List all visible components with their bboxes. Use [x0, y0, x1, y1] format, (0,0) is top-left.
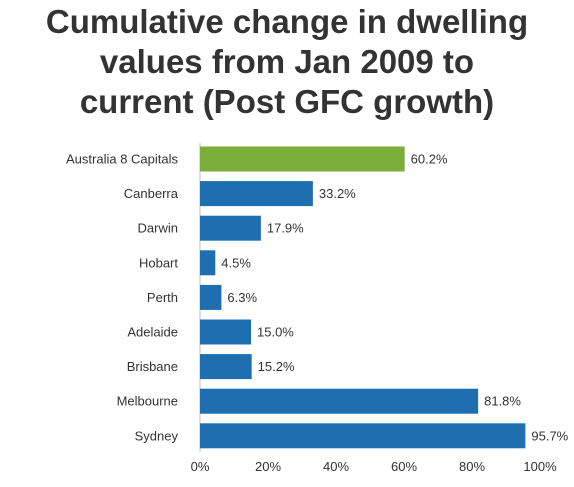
chart-title-line-3: current (Post GFC growth) [79, 83, 495, 120]
category-label-canberra: Canberra [124, 186, 179, 201]
category-label-brisbane: Brisbane [127, 359, 178, 374]
value-label-sydney: 95.7% [531, 428, 568, 443]
value-label-melbourne: 81.8% [484, 394, 521, 409]
category-label-melbourne: Melbourne [117, 394, 178, 409]
x-axis-ticks: 0% 20% 40% 60% 80% 100% [191, 459, 557, 474]
chart-title-line-1: Cumulative change in dwelling [45, 3, 529, 40]
category-label-sydney: Sydney [135, 428, 179, 443]
bar-darwin [200, 215, 261, 241]
bar-australia-8-capitals [200, 146, 405, 172]
x-tick-label-60: 60% [391, 459, 417, 474]
category-label-adelaide: Adelaide [127, 325, 178, 340]
value-label-adelaide: 15.0% [257, 325, 294, 340]
bar-canberra [200, 181, 313, 207]
value-label-australia-8-capitals: 60.2% [411, 152, 448, 167]
bar-brisbane [200, 354, 252, 380]
bar-melbourne [200, 388, 479, 414]
x-tick-label-20: 20% [255, 459, 281, 474]
chart-title-line-2: values from Jan 2009 to [99, 43, 475, 80]
category-label-hobart: Hobart [139, 255, 178, 270]
value-label-hobart: 4.5% [221, 255, 251, 270]
chart-title: Cumulative change in dwelling values fro… [0, 2, 574, 122]
category-label-darwin: Darwin [138, 221, 178, 236]
value-label-perth: 6.3% [227, 290, 257, 305]
x-tick-label-80: 80% [459, 459, 485, 474]
bar-sydney [200, 423, 526, 449]
value-label-darwin: 17.9% [267, 221, 304, 236]
bar-perth [200, 284, 222, 310]
x-tick-label-100: 100% [523, 459, 557, 474]
x-tick-label-40: 40% [323, 459, 349, 474]
bar-adelaide [200, 319, 251, 345]
category-label-perth: Perth [147, 290, 178, 305]
category-label-australia-8-capitals: Australia 8 Capitals [66, 152, 178, 167]
bar-hobart [200, 250, 216, 276]
value-label-brisbane: 15.2% [258, 359, 295, 374]
x-tick-label-0: 0% [191, 459, 210, 474]
bars-group: Australia 8 Capitals 60.2% Canberra 33.2% Da… [66, 146, 569, 449]
value-label-canberra: 33.2% [319, 186, 356, 201]
